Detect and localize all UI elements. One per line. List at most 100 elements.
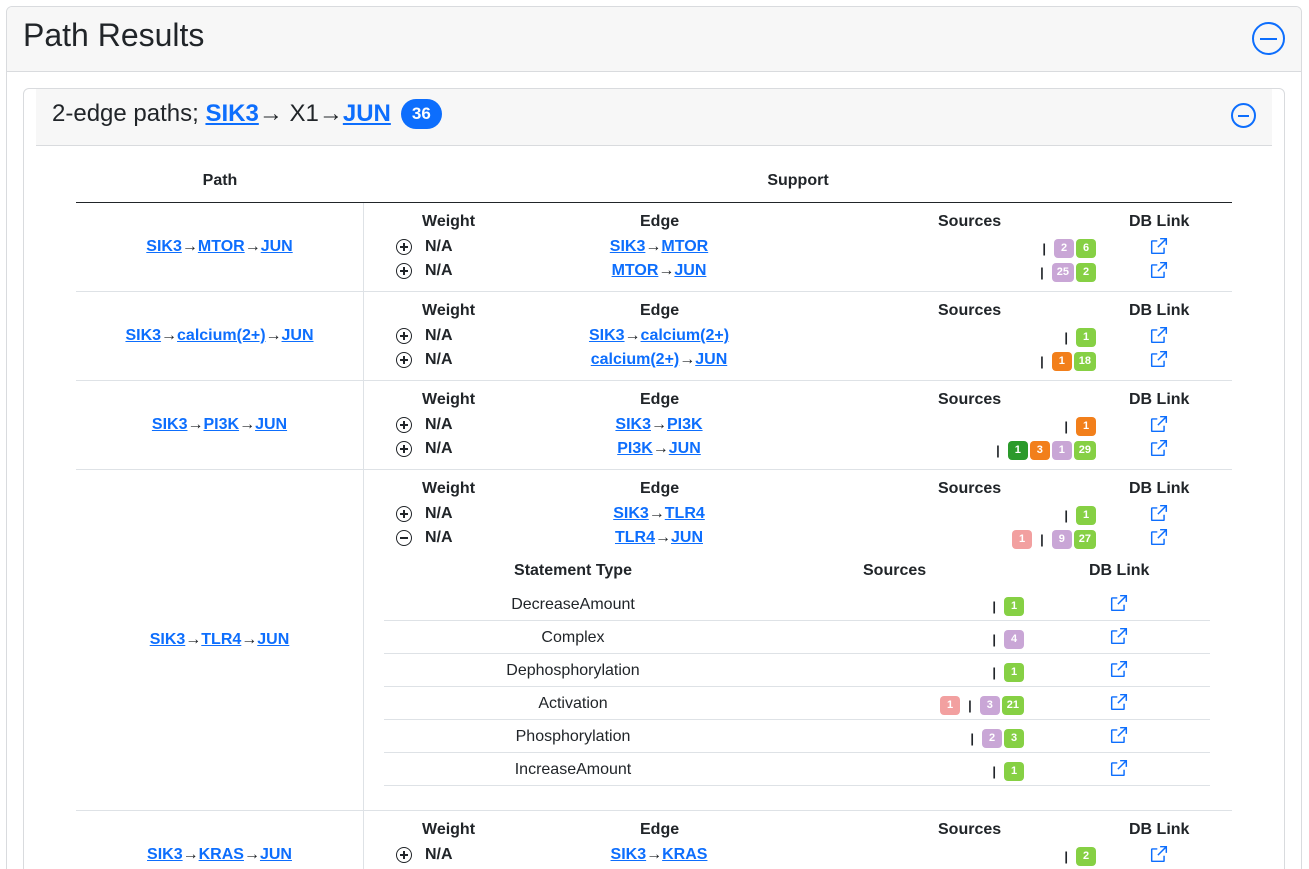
external-link-icon[interactable]: [1110, 594, 1128, 612]
node-link[interactable]: TLR4: [614, 529, 655, 546]
external-link-icon[interactable]: [1110, 693, 1128, 711]
separator: |: [1040, 264, 1044, 280]
external-link-icon[interactable]: [1150, 439, 1168, 457]
node-link[interactable]: SIK3: [609, 238, 646, 255]
path-group-card: 2-edge paths; SIK3 → X1 → JUN 36 Path Suppo…: [23, 88, 1285, 869]
node-link[interactable]: JUN: [260, 238, 293, 255]
source-count-badge: 1: [1076, 505, 1096, 525]
edge-label: SIK3→PI3K: [539, 416, 779, 434]
weight-header: Weight: [422, 480, 476, 497]
node-link[interactable]: TLR4: [664, 505, 705, 522]
external-link-icon[interactable]: [1150, 261, 1168, 279]
node-link[interactable]: SIK3: [613, 505, 649, 522]
edge-label: TLR4→JUN: [539, 529, 779, 547]
arrow-icon: →: [265, 327, 282, 344]
node-link[interactable]: MTOR: [661, 238, 709, 255]
node-link[interactable]: SIK3: [146, 238, 182, 255]
node-link[interactable]: calcium(2+): [177, 327, 266, 344]
arrow-icon: →: [258, 100, 283, 127]
node-link[interactable]: JUN: [255, 416, 288, 433]
db-link-header: DB Link: [1129, 391, 1190, 408]
node-link[interactable]: KRAS: [662, 846, 708, 863]
collapse-group-icon[interactable]: [1231, 103, 1256, 128]
node-link[interactable]: calcium(2+): [590, 351, 680, 368]
node-link[interactable]: SIK3: [615, 416, 651, 433]
node-link[interactable]: SIK3: [610, 846, 647, 863]
source-count-badge: 2: [1076, 846, 1096, 866]
expand-plus-icon[interactable]: [396, 506, 412, 522]
expand-plus-icon[interactable]: [396, 847, 412, 863]
node-link[interactable]: calcium(2+): [640, 327, 730, 344]
external-link-icon[interactable]: [1150, 237, 1168, 255]
node-link[interactable]: JUN: [695, 351, 728, 368]
node-link[interactable]: JUN: [257, 631, 290, 648]
node-link[interactable]: JUN: [668, 440, 701, 457]
sources-badges: | 2 3: [962, 728, 1024, 748]
arrow-icon: →: [654, 529, 671, 546]
external-link-icon[interactable]: [1110, 627, 1128, 645]
node-link[interactable]: KRAS: [198, 846, 244, 863]
support-subheader: Weight Edge Sources DB Link: [364, 819, 1232, 843]
separator: |: [992, 598, 996, 614]
path-results-header: Path Results: [7, 7, 1301, 72]
external-link-icon[interactable]: [1110, 726, 1128, 744]
node-link[interactable]: MTOR: [611, 262, 659, 279]
collapse-minus-icon[interactable]: [396, 530, 412, 546]
node-link[interactable]: SIK3: [149, 631, 186, 648]
group-target-link[interactable]: JUN: [342, 100, 391, 127]
node-link[interactable]: SIK3: [588, 327, 625, 344]
source-count-badge: 9: [1051, 529, 1072, 549]
external-link-icon[interactable]: [1150, 845, 1168, 863]
external-link-icon[interactable]: [1110, 660, 1128, 678]
sources-badges: | 4: [984, 629, 1024, 649]
external-link-icon[interactable]: [1150, 326, 1168, 344]
expand-plus-icon[interactable]: [396, 441, 412, 457]
expand-plus-icon[interactable]: [396, 328, 412, 344]
expand-plus-icon[interactable]: [396, 417, 412, 433]
node-link[interactable]: JUN: [259, 846, 292, 863]
node-link[interactable]: PI3K: [203, 416, 240, 433]
group-source-link[interactable]: SIK3: [205, 100, 259, 127]
weight-value: N/A: [425, 327, 453, 344]
node-link[interactable]: SIK3: [125, 327, 162, 344]
statement-table: Statement Type Sources DB Link DecreaseAmou…: [384, 556, 1210, 802]
node-link[interactable]: JUN: [670, 529, 703, 546]
node-link[interactable]: JUN: [281, 327, 314, 344]
external-link-icon[interactable]: [1150, 350, 1168, 368]
node-link[interactable]: PI3K: [667, 416, 703, 433]
weight-header: Weight: [422, 302, 476, 319]
db-link-header: DB Link: [1129, 821, 1190, 838]
sources-badges: | 2 6: [1034, 238, 1096, 258]
expand-plus-icon[interactable]: [396, 239, 412, 255]
source-count-badge: 3: [1004, 728, 1024, 748]
separator: |: [970, 730, 974, 746]
external-link-icon[interactable]: [1110, 759, 1128, 777]
weight-value: N/A: [425, 262, 453, 279]
source-count-badge: 29: [1073, 440, 1096, 460]
weight-header: Weight: [422, 391, 476, 408]
node-link[interactable]: PI3K: [617, 440, 653, 457]
support-subheader: Weight Edge Sources DB Link: [364, 211, 1232, 235]
node-link[interactable]: MTOR: [197, 238, 245, 255]
node-link[interactable]: SIK3: [151, 416, 188, 433]
collapse-results-icon[interactable]: [1252, 22, 1285, 55]
node-link[interactable]: TLR4: [201, 631, 242, 648]
source-count-badge: 4: [1004, 629, 1024, 649]
node-link[interactable]: SIK3: [147, 846, 183, 863]
support-cell: Weight Edge Sources DB Link N/A SIK3→PI3K | 1 N/…: [364, 381, 1232, 469]
expand-plus-icon[interactable]: [396, 263, 412, 279]
statement-row: Activation 1 | 3 21: [384, 687, 1210, 720]
separator: |: [1064, 848, 1068, 864]
arrow-icon: →: [646, 846, 663, 863]
sources-badges: | 1 3 1 29: [988, 440, 1096, 460]
expand-plus-icon[interactable]: [396, 352, 412, 368]
external-link-icon[interactable]: [1150, 528, 1168, 546]
external-link-icon[interactable]: [1150, 415, 1168, 433]
edge-row: N/A TLR4→JUN 1 | 9 27: [364, 526, 1232, 550]
external-link-icon[interactable]: [1150, 504, 1168, 522]
sources-badges: | 1: [984, 596, 1024, 616]
separator: |: [992, 763, 996, 779]
node-link[interactable]: JUN: [674, 262, 707, 279]
path-group-title: 2-edge paths; SIK3 → X1 → JUN 36: [52, 99, 442, 129]
